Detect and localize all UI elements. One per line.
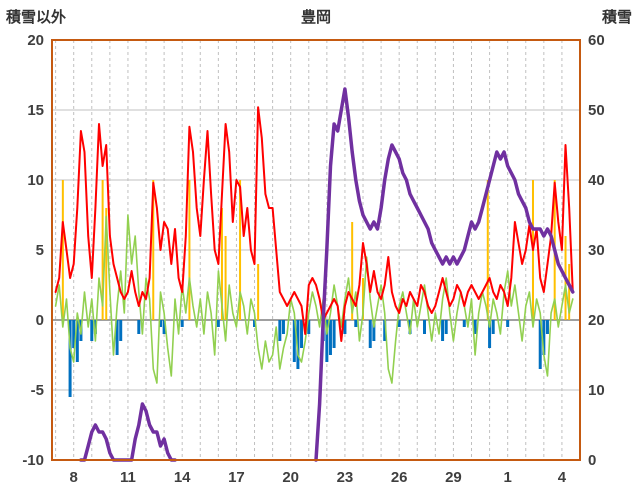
x-axis-tick-label: 14 xyxy=(174,469,191,486)
left-axis-tick-label: 5 xyxy=(36,242,44,259)
green-line xyxy=(54,214,574,384)
right-axis-tick-label: 0 xyxy=(588,452,596,469)
snow-depth-line xyxy=(314,87,575,462)
x-axis-tick-label: 4 xyxy=(558,469,567,486)
plot-frame xyxy=(51,39,581,461)
x-axis-tick-label: 8 xyxy=(70,469,78,486)
x-axis-tick-label: 11 xyxy=(120,469,136,486)
right-axis-tick-label: 10 xyxy=(588,382,605,399)
x-axis-tick-label: 29 xyxy=(445,469,462,486)
right-axis-title: 積雪 xyxy=(601,9,632,26)
left-axis-tick-label: 10 xyxy=(27,172,44,189)
right-axis-tick-label: 40 xyxy=(588,172,605,189)
chart-title: 豊岡 xyxy=(300,9,331,26)
x-axis-tick-label: 26 xyxy=(391,469,408,486)
right-axis-tick-label: 30 xyxy=(588,242,605,259)
x-axis-tick-label: 23 xyxy=(337,469,354,486)
left-axis-title: 積雪以外 xyxy=(6,9,67,26)
red-line xyxy=(54,106,574,342)
x-axis-tick-label: 1 xyxy=(503,469,511,486)
x-axis-tick-label: 20 xyxy=(282,469,299,486)
left-axis-tick-label: 20 xyxy=(27,32,44,49)
left-axis-tick-label: -10 xyxy=(22,452,44,469)
left-axis-tick-label: 15 xyxy=(27,102,44,119)
x-axis-tick-label: 17 xyxy=(228,469,245,486)
left-axis-tick-label: 0 xyxy=(36,312,44,329)
right-axis-tick-label: 20 xyxy=(588,312,605,329)
right-axis-tick-label: 60 xyxy=(588,32,605,49)
left-axis-tick-label: -5 xyxy=(31,382,44,399)
right-axis-tick-label: 50 xyxy=(588,102,605,119)
